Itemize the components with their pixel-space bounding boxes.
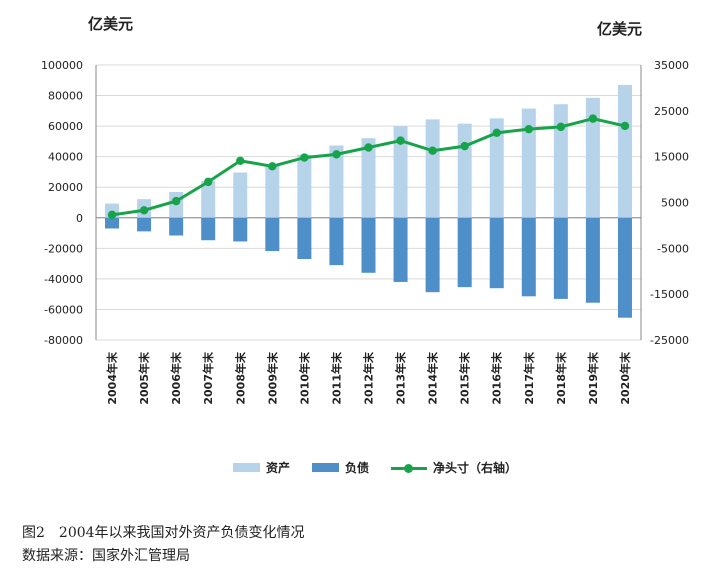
x-tick-label: 2006年末	[169, 351, 183, 405]
bar-liabilities	[585, 217, 600, 303]
figure-caption: 图2 2004年以来我国对外资产负债变化情况	[22, 525, 305, 541]
bar-liabilities	[137, 217, 152, 232]
legend-label-liabilities: 负债	[345, 461, 370, 475]
y-left-tick-label: -60000	[44, 303, 83, 316]
bar-liabilities	[329, 217, 344, 266]
x-tick-label: 2013年末	[394, 351, 408, 405]
x-tick-label: 2019年末	[586, 351, 600, 405]
point-net-position	[139, 206, 149, 215]
y-right-tick-label: -5000	[657, 242, 689, 255]
x-tick-label: 2008年末	[233, 351, 247, 405]
x-tick-label: 2015年末	[458, 351, 472, 405]
y-right-tick-label: -25000	[650, 334, 689, 347]
bar-assets	[297, 154, 312, 218]
bar-liabilities	[617, 217, 632, 318]
x-tick-label: 2012年末	[362, 351, 376, 405]
point-net-position	[460, 141, 469, 151]
y-right-tick-label: 35000	[654, 59, 689, 72]
point-net-position	[171, 196, 181, 206]
legend-swatch-assets	[233, 463, 260, 472]
x-tick-label: 2009年末	[265, 351, 279, 405]
legend-line-key	[391, 463, 428, 473]
point-net-position	[556, 122, 566, 132]
x-tick-label: 2017年末	[522, 351, 536, 405]
x-tick-label: 2005年末	[137, 351, 151, 405]
legend-swatch-liabilities	[312, 463, 340, 472]
bar-assets	[361, 138, 376, 218]
y-left-tick-label: 100000	[41, 59, 83, 72]
legend-item-liabilities: 负债	[312, 459, 369, 476]
bar-liabilities	[265, 217, 280, 252]
bar-assets	[489, 118, 504, 218]
left-axis-unit: 亿美元	[88, 15, 134, 33]
bar-liabilities	[201, 217, 216, 241]
y-right-tick-label: -15000	[650, 288, 689, 301]
point-net-position	[236, 156, 245, 165]
y-right-tick-label: 25000	[654, 105, 689, 118]
bar-assets	[265, 165, 280, 218]
point-net-position	[204, 177, 213, 187]
point-net-position	[492, 128, 501, 138]
legend-label-assets: 资产	[266, 461, 291, 475]
point-net-position	[620, 121, 630, 131]
bar-liabilities	[105, 217, 120, 229]
bar-assets	[617, 84, 632, 218]
y-left-tick-label: 80000	[48, 90, 83, 103]
point-net-position	[364, 143, 373, 152]
bar-liabilities	[489, 217, 504, 289]
y-left-tick-label: -20000	[44, 242, 83, 255]
point-net-position	[588, 114, 598, 123]
x-tick-label: 2011年末	[329, 351, 343, 405]
y-left-tick-label: 40000	[48, 151, 83, 164]
y-left-tick-label: 60000	[48, 120, 83, 133]
bar-liabilities	[393, 217, 408, 282]
bar-assets	[329, 145, 344, 218]
bar-assets	[233, 172, 248, 218]
x-tick-label: 2004年末	[105, 351, 119, 405]
x-tick-label: 2007年末	[201, 351, 215, 405]
legend-label-net-position: 净头寸（右轴）	[433, 461, 518, 475]
x-tick-label: 2016年末	[490, 351, 504, 405]
y-left-tick-label: -40000	[44, 273, 83, 286]
bar-liabilities	[361, 217, 376, 273]
point-net-position	[428, 146, 437, 155]
x-tick-label: 2018年末	[554, 351, 568, 405]
bar-liabilities	[297, 217, 312, 260]
bar-assets	[457, 123, 472, 218]
bar-liabilities	[457, 217, 472, 288]
y-left-tick-label: 20000	[48, 181, 83, 194]
bar-assets	[201, 180, 216, 218]
y-left-tick-label: -80000	[44, 334, 83, 347]
x-tick-label: 2014年末	[426, 351, 440, 405]
bar-assets	[393, 126, 408, 218]
bar-liabilities	[553, 217, 568, 299]
y-left-tick-label: 0	[76, 212, 83, 225]
x-tick-label: 2010年末	[297, 351, 311, 405]
bar-assets	[585, 97, 600, 218]
legend: 资产 负债 净头寸（右轴）	[233, 459, 539, 476]
bar-assets	[425, 119, 440, 218]
legend-item-net-position: 净头寸（右轴）	[391, 459, 517, 476]
bar-assets	[521, 108, 536, 218]
x-tick-label: 2020年末	[618, 351, 632, 405]
bar-liabilities	[425, 217, 440, 293]
y-right-tick-label: 5000	[661, 197, 689, 210]
bar-liabilities	[521, 217, 536, 297]
point-net-position	[300, 153, 309, 162]
data-source: 数据来源：国家外汇管理局	[22, 548, 190, 564]
point-net-position	[524, 124, 533, 134]
bar-liabilities	[169, 217, 184, 236]
point-net-position	[107, 210, 117, 220]
bar-assets	[553, 104, 568, 218]
point-net-position	[268, 162, 277, 171]
bar-liabilities	[233, 217, 248, 242]
y-right-tick-label: 15000	[654, 151, 689, 164]
right-axis-unit: 亿美元	[597, 20, 643, 38]
legend-item-assets: 资产	[233, 459, 290, 476]
point-net-position	[396, 136, 405, 145]
point-net-position	[332, 150, 341, 159]
